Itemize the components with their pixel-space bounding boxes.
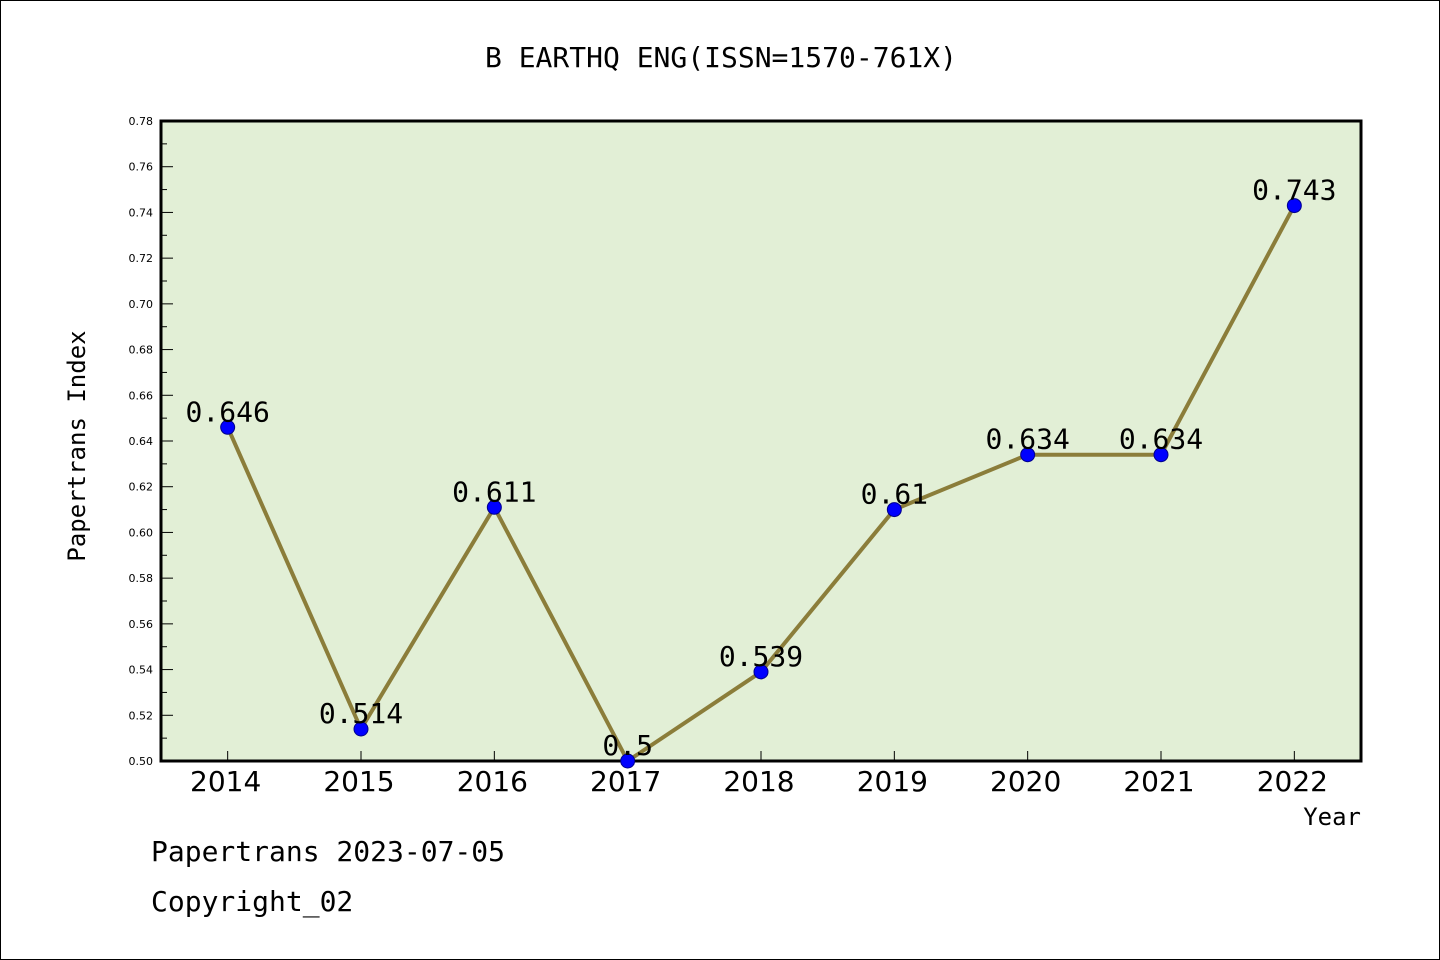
data-label: 0.611	[452, 475, 536, 508]
data-point	[1020, 447, 1036, 463]
y-tick-label: 0.76	[129, 161, 154, 174]
data-label: 0.634	[986, 423, 1070, 456]
x-tick-label: 2021	[1123, 765, 1194, 798]
data-point	[1153, 447, 1169, 463]
chart-title: B EARTHQ ENG(ISSN=1570-761X)	[485, 41, 957, 74]
x-tick-label: 2020	[990, 765, 1061, 798]
y-tick-label: 0.78	[129, 115, 154, 128]
y-tick-label: 0.50	[129, 755, 154, 768]
y-tick-label: 0.70	[129, 298, 154, 311]
data-label: 0.5	[602, 729, 653, 762]
data-point	[486, 499, 502, 515]
y-tick-label: 0.74	[129, 206, 154, 219]
y-tick-label: 0.58	[129, 572, 154, 585]
y-axis-title: Papertrans Index	[63, 330, 91, 561]
data-label: 0.634	[1119, 423, 1203, 456]
data-point	[886, 502, 902, 518]
data-point	[620, 753, 636, 769]
x-tick-label: 2018	[723, 765, 794, 798]
y-tick-label: 0.52	[129, 709, 154, 722]
x-tick-label: 2022	[1257, 765, 1328, 798]
x-tick-label: 2017	[590, 765, 661, 798]
y-tick-label: 0.64	[129, 435, 154, 448]
x-tick-label: 2016	[457, 765, 528, 798]
data-point	[220, 419, 236, 435]
footer-copyright: Copyright_02	[151, 885, 354, 918]
data-label: 0.61	[861, 478, 928, 511]
plot-area	[159, 119, 1363, 763]
y-tick-label: 0.62	[129, 481, 154, 494]
data-markers	[220, 198, 1302, 769]
y-tick-label: 0.54	[129, 664, 154, 677]
data-label: 0.539	[719, 640, 803, 673]
data-label: 0.514	[319, 697, 403, 730]
data-point	[753, 664, 769, 680]
data-label: 0.743	[1252, 174, 1336, 207]
y-tick-label: 0.68	[129, 344, 154, 357]
data-point	[353, 721, 369, 737]
data-point	[1286, 198, 1302, 214]
data-labels: 0.646 0.514 0.611 0.5 0.539 0.61 0.634 0.634 0.7…	[186, 174, 1337, 762]
footer-date: Papertrans 2023-07-05	[151, 835, 506, 868]
x-axis-title: Year	[1303, 803, 1361, 831]
x-tick-label: 2015	[323, 765, 394, 798]
data-label: 0.646	[186, 395, 270, 428]
y-tick-label: 0.72	[129, 252, 154, 265]
y-axis: 0.50 0.52 0.54 0.56 0.58 0.60 0.62 0.64 0.66 0.68…	[129, 115, 173, 768]
x-axis: 2014 2015 2016 2017 2018 2019 2020 2021 2022	[190, 751, 1328, 798]
y-tick-label: 0.56	[129, 618, 154, 631]
x-tick-label: 2014	[190, 765, 261, 798]
y-tick-label: 0.66	[129, 389, 154, 402]
x-tick-label: 2019	[857, 765, 928, 798]
y-tick-label: 0.60	[129, 526, 154, 539]
